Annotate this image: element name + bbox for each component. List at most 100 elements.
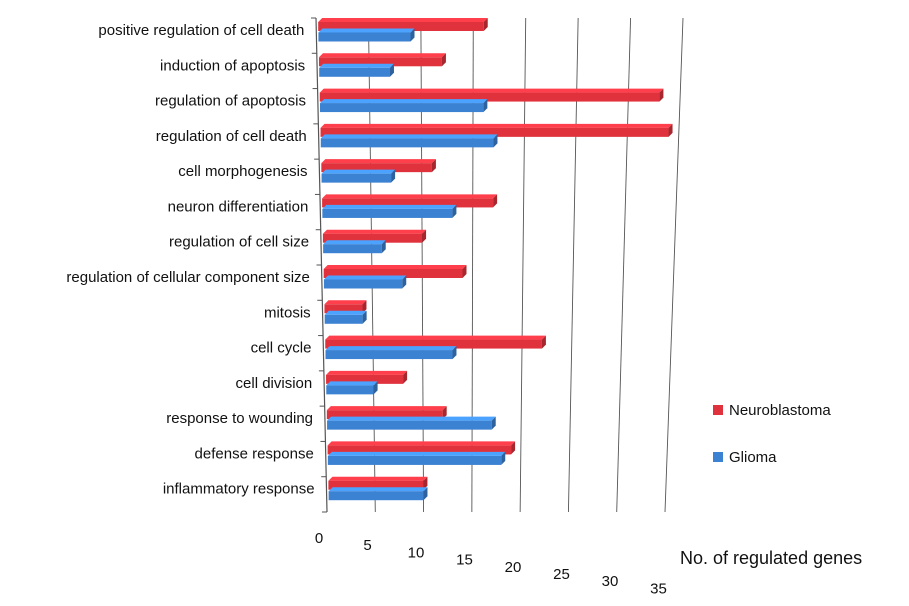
bar-end-face <box>452 346 457 360</box>
bar-glioma-cell-cycle <box>325 346 457 360</box>
bar-front-face <box>327 445 512 455</box>
bar-front-face <box>318 32 411 42</box>
bar-top-face <box>323 265 467 269</box>
bar-end-face <box>423 487 428 501</box>
bar-glioma-response-to-wounding <box>327 416 496 430</box>
category-label-regulation-of-apoptosis: regulation of apoptosis <box>155 93 306 110</box>
bar-end-face <box>403 370 408 384</box>
bar-top-face <box>319 63 394 68</box>
bar-neuroblastoma-regulation-of-cell-death <box>320 123 673 137</box>
bar-front-face <box>325 339 542 349</box>
bar-neuroblastoma-response-to-wounding <box>326 406 447 420</box>
bar-glioma-neuron-differentiation <box>322 204 457 218</box>
bar-top-face <box>320 123 673 128</box>
x-tick-label-0: 0 <box>315 530 323 547</box>
bar-end-face <box>483 18 488 31</box>
bar-neuroblastoma-neuron-differentiation <box>322 194 498 208</box>
bar-top-face <box>327 416 496 421</box>
bar-top-face <box>326 381 378 386</box>
bar-end-face <box>410 28 415 42</box>
category-label-inflammatory-response: inflammatory response <box>163 481 315 498</box>
x-tick-label-10: 10 <box>408 544 425 561</box>
bar-top-face <box>320 134 498 139</box>
category-label-response-to-wounding: response to wounding <box>166 410 313 427</box>
x-tick-labels: 0 5 10 15 20 25 30 35 <box>315 530 667 597</box>
category-label-neuron-differentiation: neuron differentiation <box>168 198 309 215</box>
bar-top-face <box>321 169 396 174</box>
bar-top-face <box>324 310 367 315</box>
x-tick-label-5: 5 <box>363 537 371 554</box>
bar-neuroblastoma-cell-division <box>326 370 408 384</box>
bar-end-face <box>362 300 367 314</box>
bar-end-face <box>462 265 467 278</box>
category-label-induction-of-apoptosis: induction of apoptosis <box>160 57 305 74</box>
bar-top-face <box>328 476 428 481</box>
bar-top-face <box>326 406 447 411</box>
bar-front-face <box>328 491 424 501</box>
gridline-35 <box>664 17 684 513</box>
category-label-cell-division: cell division <box>236 375 313 392</box>
x-axis-title: No. of regulated genes <box>680 548 862 568</box>
x-tick-label-25: 25 <box>553 566 570 583</box>
bar-front-face <box>319 103 484 113</box>
bar-end-face <box>511 441 516 455</box>
legend-label-glioma: Glioma <box>729 449 777 466</box>
bar-top-face <box>318 53 446 58</box>
bar-top-face <box>325 346 457 351</box>
bar-front-face <box>322 208 453 218</box>
bar-front-face <box>326 385 374 395</box>
category-label-defense-response: defense response <box>195 445 314 462</box>
legend-item-neuroblastoma: Neuroblastoma <box>713 402 831 419</box>
bar-end-face <box>501 451 506 465</box>
legend-swatch-glioma <box>713 452 723 462</box>
bar-glioma-defense-response <box>327 451 506 465</box>
bar-neuroblastoma-cell-morphogenesis <box>321 159 436 173</box>
bar-top-face <box>321 159 436 164</box>
x-tick-label-20: 20 <box>505 559 522 576</box>
bar-neuroblastoma-regulation-of-cellular-component-size <box>323 265 467 278</box>
bar-end-face <box>493 134 498 148</box>
bar-front-face <box>326 410 443 420</box>
bar-end-face <box>431 159 436 173</box>
bar-glioma-mitosis <box>324 310 367 324</box>
bar-top-face <box>322 229 427 234</box>
bar-front-face <box>324 304 363 314</box>
bar-front-face <box>326 374 404 384</box>
bar-neuroblastoma-regulation-of-cell-size <box>322 229 427 243</box>
bar-neuroblastoma-induction-of-apoptosis <box>318 53 446 67</box>
bar-end-face <box>442 406 447 420</box>
bar-neuroblastoma-mitosis <box>324 300 367 314</box>
bar-neuroblastoma-regulation-of-apoptosis <box>319 88 664 102</box>
category-labels: positive regulation of cell death inducti… <box>66 22 314 498</box>
bar-glioma-cell-division <box>326 381 378 395</box>
bar-top-face <box>319 88 664 93</box>
bar-front-face <box>322 233 423 243</box>
bar-end-face <box>493 194 498 208</box>
bar-front-face <box>320 138 494 148</box>
bar-neuroblastoma-cell-cycle <box>325 335 546 349</box>
bar-end-face <box>541 335 546 349</box>
bar-front-face <box>323 279 403 289</box>
bar-neuroblastoma-defense-response <box>327 441 516 455</box>
bar-front-face <box>323 244 382 254</box>
bar-glioma-cell-morphogenesis <box>321 169 396 183</box>
bar-top-face <box>327 451 506 456</box>
bar-front-face <box>327 455 502 465</box>
x-tick-label-30: 30 <box>602 573 619 590</box>
legend-label-neuroblastoma: Neuroblastoma <box>729 402 831 419</box>
bar-neuroblastoma-positive-regulation-of-cell-death <box>318 18 488 31</box>
bar-end-face <box>483 99 488 113</box>
bar-end-face <box>391 169 396 183</box>
bar-front-face <box>328 480 424 490</box>
bar-front-face <box>324 314 363 324</box>
bar-end-face <box>389 63 394 77</box>
bar-top-face <box>322 194 498 199</box>
bar-top-face <box>328 487 428 492</box>
bar-end-face <box>373 381 378 395</box>
bar-glioma-regulation-of-cell-death <box>320 134 498 148</box>
bar-glioma-regulation-of-apoptosis <box>319 99 488 113</box>
bar-front-face <box>320 127 669 137</box>
bar-neuroblastoma-inflammatory-response <box>328 476 428 490</box>
